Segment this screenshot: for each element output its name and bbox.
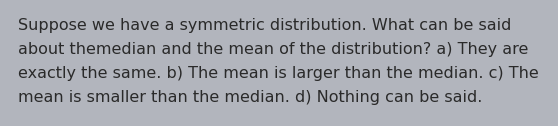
- Text: Suppose we have a symmetric distribution. What can be said: Suppose we have a symmetric distribution…: [18, 18, 511, 33]
- Text: exactly the same. b) The mean is larger than the median. c) The: exactly the same. b) The mean is larger …: [18, 66, 539, 81]
- Text: mean is smaller than the median. d) Nothing can be said.: mean is smaller than the median. d) Noth…: [18, 90, 482, 105]
- Text: about themedian and the mean of the distribution? a) They are: about themedian and the mean of the dist…: [18, 42, 528, 57]
